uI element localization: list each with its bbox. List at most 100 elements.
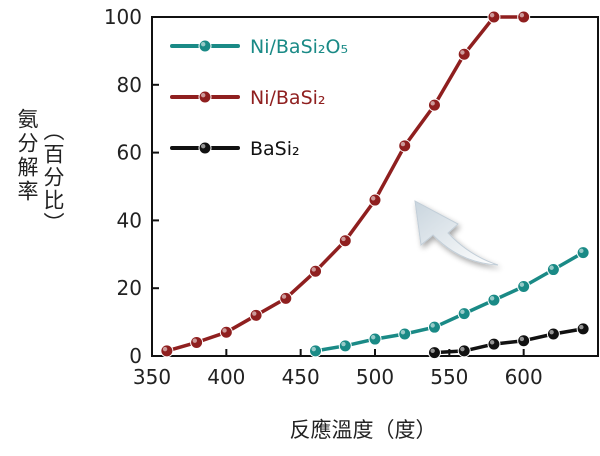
marker-highlight [400,329,406,335]
legend-label: Ni/BaSi₂O₅ [250,36,348,58]
marker-body [309,344,323,358]
series-layer [160,10,590,360]
marker-body [279,291,293,305]
y-axis-title-part-1: 氨分解率 [15,108,39,204]
marker-body [398,327,412,341]
marker-body [427,98,441,112]
data-point [546,263,560,277]
marker-body [487,293,501,307]
marker-body [457,307,471,321]
data-point [576,322,590,336]
marker-body [368,332,382,346]
marker-highlight [579,248,584,254]
marker-body [576,246,590,260]
marker-body [160,344,174,358]
marker-body [576,322,590,336]
y-tick-label: 40 [117,208,142,232]
legend-entry-0: Ni/BaSi₂O₅ [170,36,348,58]
data-point [517,334,531,348]
data-point [457,47,471,61]
marker-body [517,334,531,348]
series-line [432,327,585,355]
marker-body [338,339,352,353]
marker-highlight [489,296,495,301]
marker-highlight [162,346,168,352]
marker-highlight [519,282,525,287]
y-axis-title: 氨分解率 （百分比） [15,108,65,235]
marker-highlight [201,144,206,149]
marker-highlight [311,267,316,272]
x-tick-label: 550 [430,365,468,389]
data-point [398,327,412,341]
legend-swatch-marker [198,141,212,155]
legend-entry-2: BaSi₂ [170,138,300,160]
data-point [219,325,233,339]
marker-highlight [549,329,554,335]
legend-swatch-marker [198,90,212,104]
data-point [309,344,323,358]
marker-highlight [579,324,584,330]
y-tick-label: 20 [117,276,142,300]
marker-body [546,327,560,341]
series-line [165,15,526,353]
marker-body [198,90,212,104]
marker-body [198,39,212,53]
marker-body [368,193,382,207]
data-point [427,98,441,112]
marker-body [309,264,323,278]
marker-highlight [549,265,554,270]
data-point [249,308,263,322]
data-point [190,335,204,349]
marker-body [249,308,263,322]
marker-highlight [430,348,435,354]
marker-body [517,280,531,294]
marker-body [546,263,560,277]
legend-label: Ni/BaSi₂ [250,87,326,109]
marker-body [487,337,501,351]
x-tick-label: 400 [207,365,245,389]
y-tick-label: 0 [129,344,142,368]
x-tick-label: 450 [282,365,320,389]
marker-highlight [519,336,525,342]
data-point [457,307,471,321]
data-point [368,193,382,207]
y-tick-label: 80 [117,73,142,97]
marker-highlight [489,13,495,18]
data-point [427,320,441,334]
marker-body [427,320,441,334]
legend: Ni/BaSi₂O₅ Ni/BaSi₂ BaSi₂ [170,36,348,160]
marker-highlight [311,346,316,352]
marker-body [427,346,441,360]
plot-frame [151,16,599,357]
legend-swatch-marker [198,39,212,53]
marker-body [457,344,471,358]
marker-body [190,335,204,349]
data-point [487,337,501,351]
y-tick-label: 100 [104,5,142,29]
data-point [368,332,382,346]
data-point [517,10,531,24]
data-point [398,139,412,153]
axes: 350 400 450 500 550 600 0 20 40 60 80 100 [104,5,599,389]
marker-body [487,10,501,24]
marker-highlight [192,338,197,343]
marker-body [219,325,233,339]
x-tick-label: 500 [356,365,394,389]
x-tick-label: 350 [133,365,171,389]
marker-highlight [489,340,495,345]
marker-body [338,234,352,248]
data-point [160,344,174,358]
marker-highlight [430,101,435,106]
legend-label: BaSi₂ [250,138,300,160]
y-tick-label: 60 [117,141,142,165]
data-point [457,344,471,358]
legend-entry-1: Ni/BaSi₂ [170,87,326,109]
marker-highlight [341,236,346,242]
series-line [313,250,585,353]
marker-highlight [430,323,435,328]
marker-highlight [222,328,227,333]
data-point [517,280,531,294]
marker-highlight [400,141,406,147]
data-point [309,264,323,278]
